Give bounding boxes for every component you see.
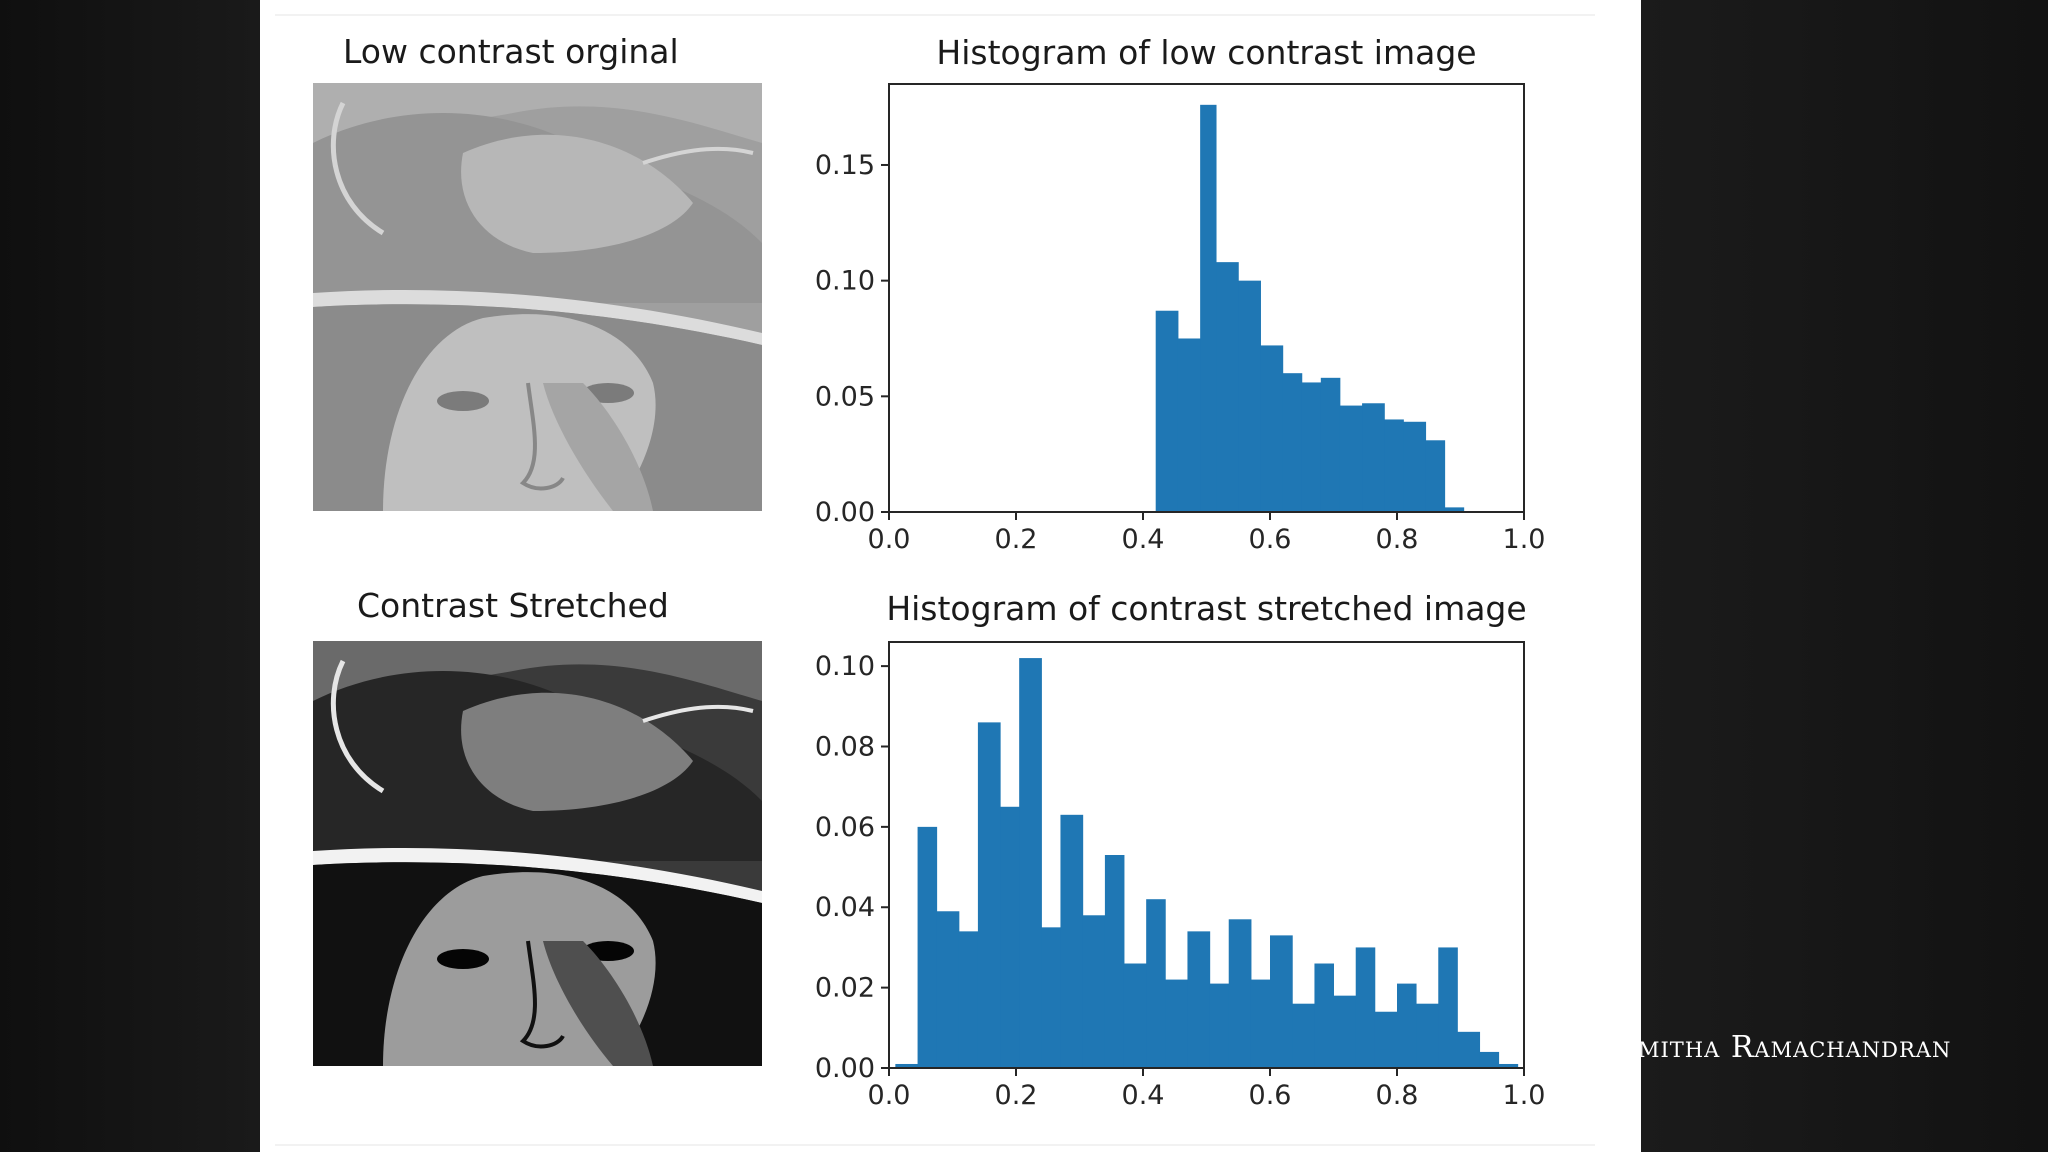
plot-frame bbox=[888, 641, 1525, 1069]
histogram-bar bbox=[1362, 403, 1385, 512]
plot-frame bbox=[888, 83, 1525, 513]
histogram-bar bbox=[1216, 262, 1239, 512]
x-tick-label: 0.2 bbox=[995, 524, 1038, 555]
chart-title: Histogram of low contrast image bbox=[936, 33, 1476, 72]
y-tick-label: 0.02 bbox=[815, 973, 875, 1004]
x-tick-label: 1.0 bbox=[1503, 1080, 1546, 1111]
histogram-bar bbox=[1187, 931, 1211, 1068]
histogram-bar bbox=[1314, 963, 1334, 1068]
x-tick-label: 0.0 bbox=[868, 524, 911, 555]
histogram-bar bbox=[1082, 915, 1106, 1068]
histogram-bar bbox=[1397, 983, 1417, 1068]
y-tick-label: 0.10 bbox=[815, 651, 875, 682]
background-left bbox=[0, 0, 260, 1152]
histogram-bar bbox=[1104, 855, 1125, 1068]
x-tick-label: 0.4 bbox=[1122, 524, 1165, 555]
histogram-bar bbox=[1425, 440, 1446, 512]
histogram-bar bbox=[895, 1063, 919, 1068]
chart-title: Histogram of contrast stretched image bbox=[886, 589, 1526, 628]
presenter-watermark: mitha Ramachandran bbox=[1638, 1030, 1952, 1065]
histogram-bar bbox=[1146, 899, 1166, 1068]
histogram-bar bbox=[1416, 1003, 1439, 1068]
y-tick-label: 0.00 bbox=[815, 1053, 875, 1084]
panel-bottom-border bbox=[275, 1144, 1595, 1146]
x-tick-label: 0.6 bbox=[1249, 524, 1292, 555]
histogram-bar bbox=[1384, 419, 1404, 512]
y-tick-label: 0.04 bbox=[815, 892, 875, 923]
histogram-bar bbox=[1498, 1063, 1519, 1068]
stretched-image-title: Contrast Stretched bbox=[357, 586, 669, 625]
histogram-bar bbox=[1260, 345, 1284, 512]
x-tick-label: 0.8 bbox=[1376, 1080, 1419, 1111]
histogram-bar bbox=[1177, 338, 1201, 512]
histogram-bar bbox=[1123, 963, 1147, 1068]
histogram-bar bbox=[1000, 806, 1020, 1068]
histogram-bar bbox=[1228, 919, 1252, 1068]
histogram-bar bbox=[1374, 1011, 1398, 1068]
x-tick-label: 0.4 bbox=[1122, 1080, 1165, 1111]
histogram-bar bbox=[936, 911, 960, 1068]
y-tick-label: 0.06 bbox=[815, 812, 875, 843]
panel-top-border bbox=[275, 14, 1595, 16]
histogram-bar bbox=[1333, 995, 1357, 1068]
x-tick-label: 0.2 bbox=[995, 1080, 1038, 1111]
contrast-stretched-photo bbox=[313, 641, 762, 1066]
histogram-bar bbox=[917, 826, 938, 1068]
histogram-bar bbox=[1041, 927, 1061, 1068]
histogram-bar bbox=[1282, 373, 1303, 512]
x-tick-label: 0.0 bbox=[868, 1080, 911, 1111]
y-tick-label: 0.05 bbox=[815, 381, 875, 412]
histogram-bar bbox=[1270, 935, 1293, 1068]
x-tick-label: 1.0 bbox=[1503, 524, 1546, 555]
histogram-bar bbox=[1200, 104, 1217, 512]
histogram-bar bbox=[977, 722, 1001, 1068]
histogram-bar bbox=[1438, 947, 1458, 1068]
x-tick-label: 0.8 bbox=[1376, 524, 1419, 555]
low-contrast-photo bbox=[313, 83, 762, 511]
y-tick-label: 0.08 bbox=[815, 731, 875, 762]
y-tick-label: 0.15 bbox=[815, 150, 875, 181]
histogram-bar bbox=[1238, 280, 1261, 512]
x-tick-label: 0.6 bbox=[1249, 1080, 1292, 1111]
histogram-bar bbox=[1019, 658, 1042, 1068]
histogram-bar bbox=[1479, 1051, 1500, 1068]
histogram-bar bbox=[1301, 382, 1322, 512]
histogram-bar bbox=[1457, 1031, 1481, 1068]
histogram-bar bbox=[1155, 310, 1179, 512]
histogram-bar bbox=[1209, 983, 1230, 1068]
histogram-bar bbox=[1444, 507, 1465, 512]
histogram-bar bbox=[1165, 979, 1188, 1068]
y-tick-label: 0.10 bbox=[815, 266, 875, 297]
histogram-bar bbox=[1320, 377, 1341, 512]
histogram-bar bbox=[1403, 421, 1427, 512]
low-contrast-image-title: Low contrast orginal bbox=[343, 32, 679, 71]
histogram-bar bbox=[1292, 1003, 1315, 1068]
histogram-bar bbox=[1355, 947, 1376, 1068]
background-right bbox=[1641, 0, 2048, 1152]
histogram-bar bbox=[1339, 405, 1363, 512]
histogram-bar bbox=[958, 931, 979, 1068]
histogram-bar bbox=[1250, 979, 1271, 1068]
histogram-bar bbox=[1060, 814, 1084, 1068]
y-tick-label: 0.00 bbox=[815, 497, 875, 528]
